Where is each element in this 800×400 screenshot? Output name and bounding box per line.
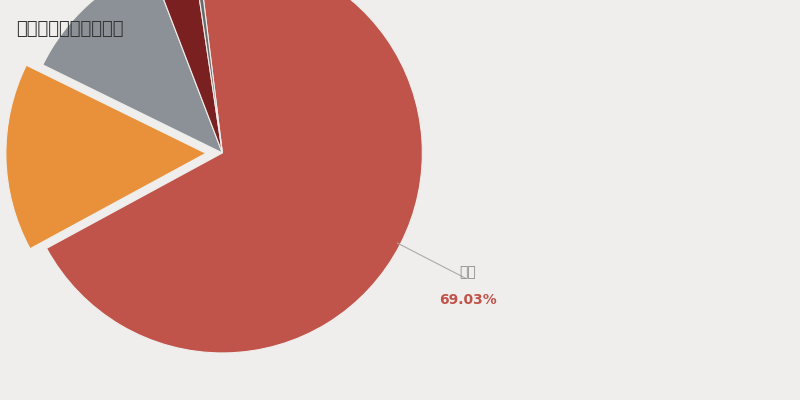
- Wedge shape: [42, 0, 222, 153]
- Text: 卡类: 卡类: [459, 265, 476, 279]
- Wedge shape: [6, 65, 206, 249]
- Wedge shape: [46, 0, 422, 353]
- Text: 69.03%: 69.03%: [439, 294, 497, 308]
- Text: 报告期各业务收入占比: 报告期各业务收入占比: [16, 20, 123, 38]
- Wedge shape: [151, 0, 222, 153]
- Wedge shape: [193, 0, 222, 153]
